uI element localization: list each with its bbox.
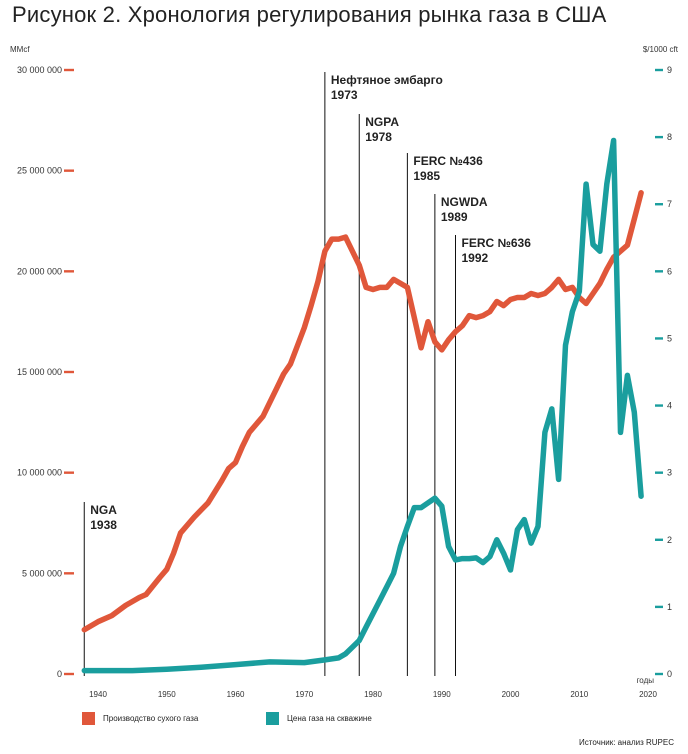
legend-swatch-production [82,712,95,725]
left-tick-label: 25 000 000 [17,166,62,176]
event-name-1973: Нефтяное эмбарго [331,73,443,87]
right-tick-label: 3 [667,468,672,478]
left-tick-mark [64,672,74,676]
right-tick-label: 5 [667,333,672,343]
right-tick-mark [655,605,663,609]
x-tick-label: 2000 [502,690,520,699]
right-tick-label: 6 [667,266,672,276]
right-tick-label: 2 [667,535,672,545]
right-tick-mark [655,203,663,206]
right-tick-mark [655,270,663,273]
left-axis: 0 5 000 000 10 000 000 15 000 000 20 000 000… [17,65,74,679]
event-year-1973: 1973 [331,88,358,102]
left-tick-label: 0 [57,669,62,679]
event-year-1978: 1978 [365,130,392,144]
x-axis: 1940 1950 1960 1970 1980 1990 2000 2010 2020 [89,690,657,699]
left-tick-mark [64,68,74,72]
left-tick-mark [64,370,74,374]
event-name-1938: NGA [90,503,117,517]
right-tick-mark [655,471,663,474]
event-name-1992: FERC №636 [462,236,532,250]
right-axis: 0 1 2 3 4 5 6 7 8 9 [655,65,672,679]
x-tick-label: 1980 [364,690,382,699]
right-tick-mark [655,672,663,676]
right-tick-label: 7 [667,199,672,209]
source-note: Источник: анализ RUPEC [579,738,674,747]
x-tick-label: 2010 [570,690,588,699]
right-tick-label: 8 [667,132,672,142]
legend-label-production: Производство сухого газа [103,714,199,723]
event-year-1992: 1992 [462,251,489,265]
left-tick-label: 10 000 000 [17,468,62,478]
left-tick-mark [64,270,74,273]
right-tick-label: 9 [667,65,672,75]
x-tick-label: 1960 [227,690,245,699]
legend-item-price: Цена газа на скважине [266,712,372,725]
right-tick-mark [655,135,663,139]
right-tick-mark [655,538,663,541]
page-title: Рисунок 2. Хронология регулирования рынк… [12,2,607,27]
right-tick-label: 0 [667,669,672,679]
right-axis-unit: $/1000 cft [643,45,679,54]
event-year-1938: 1938 [90,518,117,532]
left-axis-unit: MMcf [10,45,30,54]
right-tick-mark [655,68,663,72]
right-tick-label: 1 [667,602,672,612]
x-tick-label: 1940 [89,690,107,699]
right-tick-label: 4 [667,401,672,411]
x-tick-label: 1990 [433,690,451,699]
series-lines [81,137,644,674]
series-line-price [81,137,644,674]
x-tick-label: 1950 [158,690,176,699]
legend-label-price: Цена газа на скважине [287,714,372,723]
event-name-1978: NGPA [365,115,399,129]
left-tick-label: 5 000 000 [22,568,62,578]
event-year-1985: 1985 [413,169,440,183]
event-name-1985: FERC №436 [413,154,483,168]
legend-item-production: Производство сухого газа [82,712,198,725]
x-tick-label: 1970 [295,690,313,699]
x-axis-label: годы [637,676,655,685]
left-tick-label: 20 000 000 [17,266,62,276]
left-tick-mark [64,572,74,575]
left-tick-label: 30 000 000 [17,65,62,75]
x-tick-label: 2020 [639,690,657,699]
right-tick-mark [655,404,663,407]
left-tick-mark [64,169,74,172]
right-tick-mark [655,337,663,340]
left-tick-mark [64,471,74,474]
legend-swatch-price [266,712,279,725]
event-name-1989: NGWDA [441,195,488,209]
series-line-production [81,190,644,633]
event-year-1989: 1989 [441,210,468,224]
left-tick-label: 15 000 000 [17,367,62,377]
